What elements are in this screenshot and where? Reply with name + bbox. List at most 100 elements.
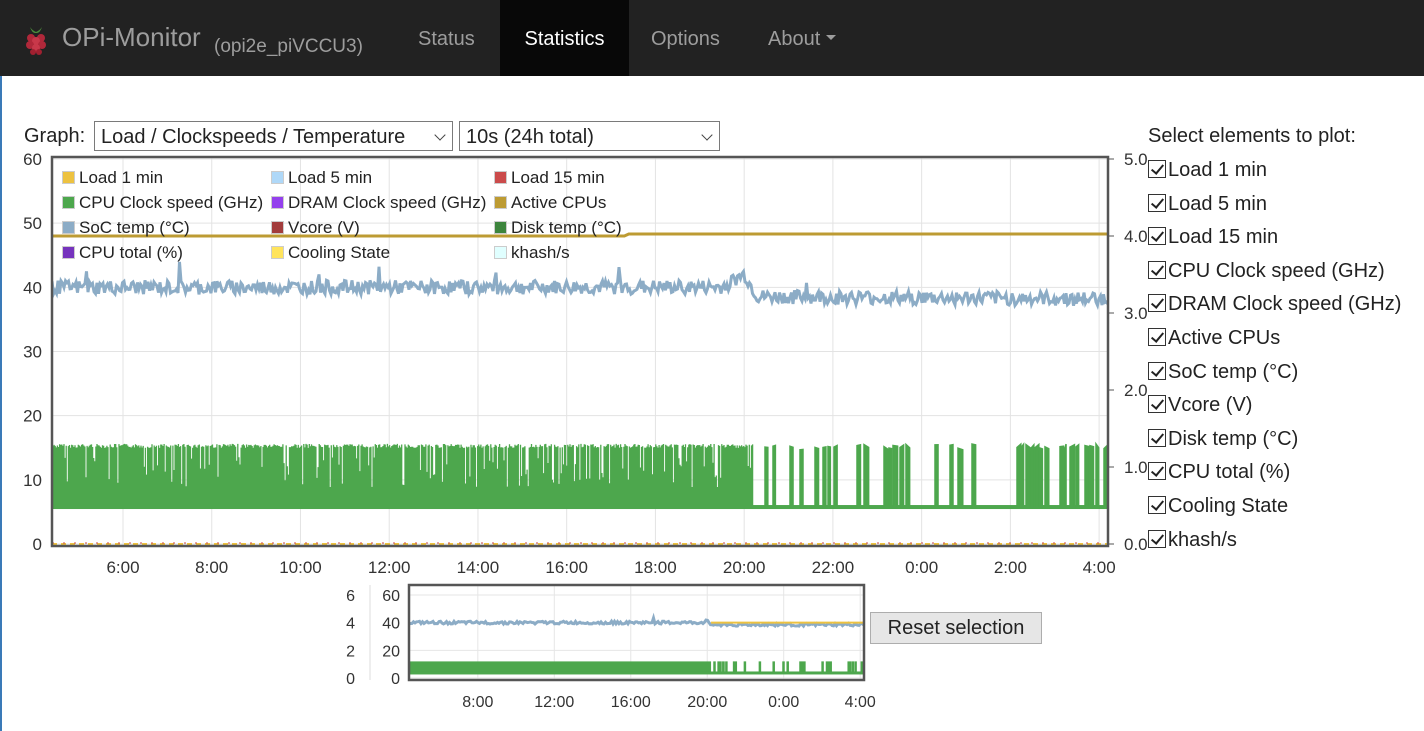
legend-label: SoC temp (°C)	[79, 218, 190, 237]
overview-y-right-tick: 40	[382, 616, 400, 633]
overview-y-axis-right: 0 20 40 60	[382, 588, 400, 688]
x-tick: 2:00	[994, 558, 1027, 577]
checkbox[interactable]	[1148, 227, 1166, 246]
checkbox-label[interactable]: Disk temp (°C)	[1168, 427, 1299, 450]
overview-y-right-tick: 0	[391, 671, 400, 688]
brand-subtitle: (opi2e_piVCCU3)	[214, 36, 363, 57]
checkbox[interactable]	[1148, 529, 1166, 548]
checkbox-label[interactable]: Cooling State	[1168, 495, 1289, 517]
checkbox[interactable]	[1148, 160, 1166, 178]
x-tick: 6:00	[106, 558, 139, 577]
overview-y-left-tick: 2	[346, 643, 355, 660]
checkbox-label[interactable]: CPU Clock speed (GHz)	[1168, 259, 1385, 282]
overview-y-left-tick: 0	[346, 671, 355, 688]
y-left-tick: 40	[23, 278, 42, 297]
legend-label: DRAM Clock speed (GHz)	[288, 193, 487, 212]
series-cpu-clock-speed	[52, 441, 1108, 510]
checkbox[interactable]	[1148, 193, 1166, 212]
overview-x-tick: 12:00	[534, 694, 574, 711]
y-left-tick: 20	[23, 407, 42, 426]
checkbox-label[interactable]: Active CPUs	[1168, 327, 1281, 349]
main-series	[52, 232, 1108, 545]
overview-cpu-clock-sparse	[713, 661, 864, 673]
overview-y-right-tick: 60	[382, 588, 400, 605]
graph-label: Graph:	[24, 125, 86, 147]
series-active-cpus	[52, 232, 1108, 238]
y-axis-left: 0 10 20 30 40 50 60	[23, 150, 42, 554]
reset-selection-button[interactable]: Reset selection	[870, 612, 1042, 644]
checkbox-label[interactable]: DRAM Clock speed (GHz)	[1168, 293, 1402, 316]
y-right-tick: 4.0	[1124, 227, 1148, 246]
checkbox[interactable]	[1148, 328, 1166, 346]
overview-x-tick: 4:00	[845, 694, 876, 711]
chevron-down-icon	[826, 35, 837, 41]
y-left-tick: 10	[23, 471, 42, 490]
legend-label: khash/s	[511, 243, 570, 262]
legend-label: CPU total (%)	[79, 243, 183, 262]
overview-soc-temp	[409, 612, 864, 629]
checkbox-label[interactable]: Load 15 min	[1168, 226, 1279, 249]
legend-swatch	[271, 221, 284, 234]
checkbox[interactable]	[1148, 496, 1166, 514]
checkbox[interactable]	[1148, 294, 1166, 313]
overview-y-left-tick: 4	[346, 616, 355, 633]
y-right-tick: 3.0	[1124, 304, 1148, 323]
overview-y-axis-left: 0 2 4 6	[346, 588, 355, 688]
legend-label: Active CPUs	[511, 193, 607, 212]
x-tick: 8:00	[195, 558, 228, 577]
x-tick: 4:00	[1083, 558, 1116, 577]
x-tick: 22:00	[812, 558, 855, 577]
checkbox-label[interactable]: khash/s	[1168, 528, 1237, 551]
overview-x-tick: 8:00	[462, 694, 493, 711]
interval-select[interactable]: 10s (24h total)	[459, 121, 720, 151]
raspberry-logo-icon	[26, 27, 46, 55]
overview-x-axis: 8:00 12:00 16:00 20:00 0:00 4:00	[462, 694, 876, 711]
legend-label: CPU Clock speed (GHz)	[79, 193, 264, 212]
checkbox[interactable]	[1148, 462, 1166, 481]
nav-statistics-label: Statistics	[524, 28, 605, 50]
checkbox-label[interactable]: Vcore (V)	[1168, 394, 1253, 417]
legend-swatch	[62, 196, 75, 209]
y-left-tick: 0	[33, 535, 42, 554]
checkbox[interactable]	[1148, 260, 1166, 279]
checkbox[interactable]	[1148, 395, 1166, 414]
checkbox-label[interactable]: SoC temp (°C)	[1168, 360, 1299, 383]
legend-swatch	[271, 196, 284, 209]
overview-cpu-clock-floor	[409, 671, 864, 675]
x-tick: 20:00	[723, 558, 766, 577]
checkbox-label[interactable]: Load 1 min	[1168, 159, 1267, 181]
x-tick: 14:00	[457, 558, 500, 577]
checkbox[interactable]	[1148, 361, 1166, 380]
overview-cpu-clock-band	[409, 661, 712, 673]
checkbox-label[interactable]: Load 5 min	[1168, 192, 1267, 215]
graph-type-select[interactable]: Load / Clockspeeds / Temperature	[94, 121, 453, 151]
cpu-clock-dense	[52, 443, 754, 508]
nav-status[interactable]: Status	[418, 0, 475, 76]
legend-swatch	[271, 246, 284, 259]
x-tick: 16:00	[545, 558, 588, 577]
checkbox[interactable]	[1148, 428, 1166, 447]
main-plot-frame	[50, 155, 1110, 548]
y-left-tick: 30	[23, 343, 42, 362]
nav-statistics[interactable]: Statistics	[500, 0, 629, 76]
y-axis-right: 0.0 1.0 2.0 3.0 4.0 5.0	[1108, 150, 1148, 554]
y-right-tick: 0.0	[1124, 535, 1148, 554]
interval-value: 10s (24h total)	[466, 126, 594, 148]
nav-about[interactable]: About	[768, 0, 837, 76]
x-tick: 18:00	[634, 558, 677, 577]
x-axis: 6:00 8:00 10:00 12:00 14:00 16:00 18:00 20:00 22…	[106, 558, 1115, 577]
brand-title[interactable]: OPi-Monitor	[62, 22, 201, 52]
legend-label: Load 15 min	[511, 168, 605, 187]
page-left-border	[0, 76, 2, 731]
checkbox-label[interactable]: CPU total (%)	[1168, 461, 1291, 484]
nav-options[interactable]: Options	[651, 0, 720, 76]
legend-swatch	[494, 196, 507, 209]
legend-label: Load 5 min	[288, 168, 373, 187]
legend-swatch	[494, 221, 507, 234]
nav-options-label: Options	[651, 28, 720, 50]
legend-label: Disk temp (°C)	[511, 218, 622, 237]
nav-status-label: Status	[418, 28, 475, 50]
x-tick: 12:00	[368, 558, 411, 577]
overview-plot-frame[interactable]	[407, 583, 866, 682]
